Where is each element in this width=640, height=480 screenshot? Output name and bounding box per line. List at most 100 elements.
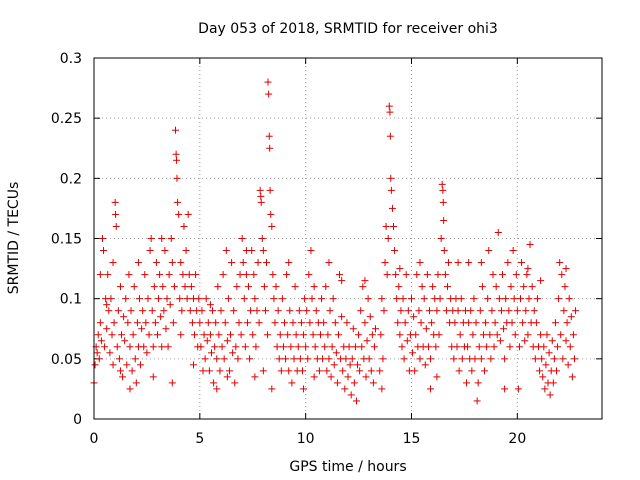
data-point (156, 271, 164, 279)
data-point (549, 379, 557, 387)
data-point (333, 379, 341, 387)
data-point (397, 307, 405, 315)
data-point (463, 379, 471, 387)
data-point (468, 367, 476, 375)
data-point (536, 367, 544, 375)
data-point (365, 355, 373, 363)
data-point (173, 156, 181, 164)
data-point (396, 331, 404, 339)
data-point (514, 385, 522, 393)
data-point (402, 271, 410, 279)
data-point (180, 222, 188, 230)
data-point (206, 301, 214, 309)
data-point (107, 295, 115, 303)
data-point (119, 373, 127, 381)
data-point (559, 355, 567, 363)
data-point (391, 247, 399, 255)
data-point (332, 349, 340, 357)
data-point (470, 295, 478, 303)
data-point (295, 307, 303, 315)
data-point (490, 343, 498, 351)
data-point (513, 307, 521, 315)
data-point (98, 235, 106, 242)
data-point (464, 343, 472, 351)
data-point (338, 277, 346, 285)
data-point (233, 283, 241, 291)
data-point (323, 367, 331, 375)
data-point (318, 295, 326, 303)
data-point (528, 283, 536, 291)
data-point (265, 132, 273, 140)
data-point (144, 295, 152, 303)
data-point (492, 283, 500, 291)
data-point (301, 295, 309, 303)
data-point (539, 373, 547, 381)
data-point (270, 295, 278, 303)
data-point (554, 343, 562, 351)
data-point (376, 367, 384, 375)
data-point (521, 337, 529, 345)
data-point (395, 283, 403, 291)
data-point (453, 343, 461, 351)
data-point (538, 355, 546, 363)
data-point (339, 367, 347, 375)
data-point (97, 337, 105, 345)
x-tick-label: 10 (297, 431, 315, 447)
data-point (230, 307, 238, 315)
data-point (476, 307, 484, 315)
data-point (148, 307, 156, 315)
data-point (166, 301, 174, 309)
data-point (246, 355, 254, 363)
data-point (386, 132, 394, 140)
data-point (169, 319, 177, 327)
data-point (507, 283, 515, 291)
data-point (203, 337, 211, 345)
data-point (286, 307, 294, 315)
data-point (350, 379, 358, 387)
data-point (383, 271, 391, 279)
data-point (258, 235, 266, 242)
data-point (174, 198, 182, 206)
data-point (304, 355, 312, 363)
data-point (502, 295, 510, 303)
data-point (225, 367, 233, 375)
x-tick-label: 0 (90, 431, 99, 447)
data-point (147, 235, 155, 242)
data-point (94, 331, 102, 339)
data-point (457, 295, 465, 303)
data-point (428, 319, 436, 327)
data-point (483, 343, 491, 351)
data-point (109, 361, 117, 369)
data-point (96, 271, 104, 279)
data-point (138, 325, 146, 333)
data-point (101, 343, 109, 351)
data-point (564, 361, 572, 369)
data-point (385, 102, 393, 110)
data-point (361, 277, 369, 285)
data-point (207, 349, 215, 357)
data-point (381, 259, 389, 267)
data-point (429, 283, 437, 291)
data-point (541, 385, 549, 393)
data-point (530, 307, 538, 315)
data-point (123, 361, 131, 369)
data-point (359, 283, 367, 291)
data-point (472, 319, 480, 327)
data-point (477, 355, 485, 363)
data-point (254, 259, 262, 267)
data-point (182, 247, 190, 255)
data-point (454, 259, 462, 267)
data-point (202, 295, 210, 303)
data-point (555, 295, 563, 303)
data-point (479, 331, 487, 339)
data-point (276, 331, 284, 339)
data-point (91, 361, 99, 369)
data-point (523, 271, 531, 279)
data-point (252, 343, 260, 351)
data-point (266, 144, 274, 152)
data-point (223, 337, 231, 345)
data-point (278, 295, 286, 303)
data-point (450, 355, 458, 363)
data-point (454, 307, 462, 315)
